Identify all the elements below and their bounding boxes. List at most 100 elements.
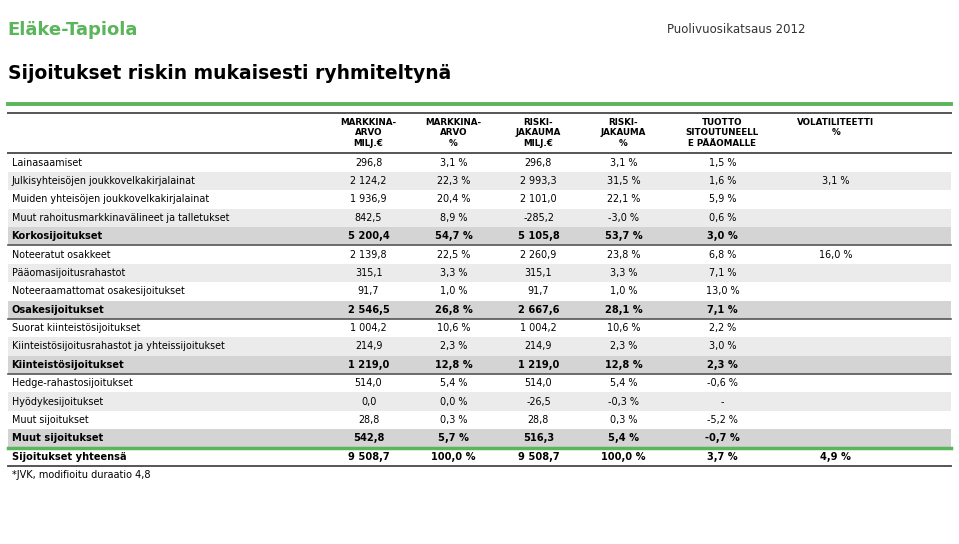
Text: -0,3 %: -0,3 % bbox=[608, 397, 639, 406]
Text: 5,4 %: 5,4 % bbox=[440, 378, 467, 388]
Text: 2,3 %: 2,3 % bbox=[440, 342, 467, 351]
Text: 542,8: 542,8 bbox=[353, 434, 385, 443]
Text: 5,4 %: 5,4 % bbox=[608, 434, 639, 443]
Text: 0,0 %: 0,0 % bbox=[440, 397, 467, 406]
Text: 3,1 %: 3,1 % bbox=[440, 158, 467, 168]
Text: 214,9: 214,9 bbox=[525, 342, 552, 351]
Text: 1 936,9: 1 936,9 bbox=[350, 194, 386, 205]
Text: MILJ.€: MILJ.€ bbox=[524, 139, 553, 149]
Text: 0,3 %: 0,3 % bbox=[610, 415, 637, 425]
Text: 12,8 %: 12,8 % bbox=[434, 360, 473, 370]
Text: 514,0: 514,0 bbox=[355, 378, 383, 388]
Text: 296,8: 296,8 bbox=[525, 158, 552, 168]
Text: Muut sijoitukset: Muut sijoitukset bbox=[12, 415, 88, 425]
Text: *JVK, modifioitu duraatio 4,8: *JVK, modifioitu duraatio 4,8 bbox=[12, 470, 150, 480]
Text: JAKAUMA: JAKAUMA bbox=[600, 128, 646, 138]
Text: 516,3: 516,3 bbox=[523, 434, 554, 443]
Text: -285,2: -285,2 bbox=[523, 213, 554, 222]
Text: 22,3 %: 22,3 % bbox=[437, 176, 470, 186]
Text: JAKAUMA: JAKAUMA bbox=[516, 128, 561, 138]
Text: 296,8: 296,8 bbox=[355, 158, 383, 168]
Text: 2,2 %: 2,2 % bbox=[709, 323, 737, 333]
Text: E PÄÄOMALLE: E PÄÄOMALLE bbox=[689, 139, 757, 149]
Text: 100,0 %: 100,0 % bbox=[432, 452, 476, 462]
Text: ARVO: ARVO bbox=[440, 128, 467, 138]
Text: Suorat kiinteistösijoitukset: Suorat kiinteistösijoitukset bbox=[12, 323, 140, 333]
Text: 5,4 %: 5,4 % bbox=[610, 378, 637, 388]
Text: 26,8 %: 26,8 % bbox=[434, 305, 473, 314]
Text: 9 508,7: 9 508,7 bbox=[348, 452, 389, 462]
Text: Sijoitukset riskin mukaisesti ryhmiteltynä: Sijoitukset riskin mukaisesti ryhmitelty… bbox=[8, 64, 451, 83]
Text: 28,8: 28,8 bbox=[527, 415, 550, 425]
Text: 2,3 %: 2,3 % bbox=[610, 342, 637, 351]
Text: TAPIOLA: TAPIOLA bbox=[830, 26, 901, 41]
Text: TUOTTO: TUOTTO bbox=[702, 118, 743, 127]
Text: 53,7 %: 53,7 % bbox=[604, 231, 643, 241]
Text: %: % bbox=[449, 139, 458, 149]
Text: Muiden yhteisöjen joukkovelkakirjalainat: Muiden yhteisöjen joukkovelkakirjalainat bbox=[12, 194, 209, 205]
Text: 2 667,6: 2 667,6 bbox=[518, 305, 559, 314]
Text: 13,0 %: 13,0 % bbox=[706, 286, 739, 296]
Text: 31,5 %: 31,5 % bbox=[607, 176, 641, 186]
Text: 9 508,7: 9 508,7 bbox=[518, 452, 559, 462]
Text: Hyödykesijoitukset: Hyödykesijoitukset bbox=[12, 397, 103, 406]
Text: -26,5: -26,5 bbox=[526, 397, 550, 406]
Text: 100,0 %: 100,0 % bbox=[601, 452, 645, 462]
Text: VOLATILITEETTI: VOLATILITEETTI bbox=[797, 118, 875, 127]
Text: 54,7 %: 54,7 % bbox=[434, 231, 473, 241]
Text: 22,5 %: 22,5 % bbox=[437, 250, 470, 259]
Text: 3,1 %: 3,1 % bbox=[610, 158, 637, 168]
Text: Sijoitukset yhteensä: Sijoitukset yhteensä bbox=[12, 452, 127, 462]
Text: 1 219,0: 1 219,0 bbox=[348, 360, 389, 370]
Text: 3,0 %: 3,0 % bbox=[707, 231, 737, 241]
Text: 2 260,9: 2 260,9 bbox=[521, 250, 556, 259]
Text: 1 219,0: 1 219,0 bbox=[518, 360, 559, 370]
Text: 10,6 %: 10,6 % bbox=[436, 323, 470, 333]
Text: 5,9 %: 5,9 % bbox=[709, 194, 737, 205]
Text: RISKI-: RISKI- bbox=[609, 118, 639, 127]
Text: 23,8 %: 23,8 % bbox=[607, 250, 641, 259]
Text: 1,0 %: 1,0 % bbox=[440, 286, 467, 296]
Text: %: % bbox=[831, 128, 840, 138]
Text: Muut rahoitusmarkkinavälineet ja talletukset: Muut rahoitusmarkkinavälineet ja talletu… bbox=[12, 213, 229, 222]
Text: Eläke-Tapiola: Eläke-Tapiola bbox=[8, 21, 138, 39]
Text: Puolivuosikatsaus 2012: Puolivuosikatsaus 2012 bbox=[667, 23, 805, 36]
Text: •: • bbox=[874, 11, 881, 24]
Text: 315,1: 315,1 bbox=[355, 268, 383, 278]
Text: 2 124,2: 2 124,2 bbox=[350, 176, 386, 186]
Text: MILJ.€: MILJ.€ bbox=[354, 139, 384, 149]
Text: 5,7 %: 5,7 % bbox=[438, 434, 469, 443]
Text: 2 101,0: 2 101,0 bbox=[520, 194, 557, 205]
Text: 5 200,4: 5 200,4 bbox=[348, 231, 389, 241]
Text: 6,8 %: 6,8 % bbox=[709, 250, 737, 259]
Text: ARVO: ARVO bbox=[355, 128, 383, 138]
Text: 3,7 %: 3,7 % bbox=[707, 452, 737, 462]
Text: 514,0: 514,0 bbox=[525, 378, 552, 388]
Text: 214,9: 214,9 bbox=[355, 342, 383, 351]
Text: MARKKINA-: MARKKINA- bbox=[426, 118, 481, 127]
Text: 2 993,3: 2 993,3 bbox=[520, 176, 557, 186]
Text: 91,7: 91,7 bbox=[527, 286, 550, 296]
Text: 12,8 %: 12,8 % bbox=[604, 360, 643, 370]
Text: 1,5 %: 1,5 % bbox=[709, 158, 737, 168]
Text: 16,0 %: 16,0 % bbox=[819, 250, 853, 259]
Text: 1 004,2: 1 004,2 bbox=[520, 323, 557, 333]
Text: 2 139,8: 2 139,8 bbox=[350, 250, 386, 259]
Text: 3,0 %: 3,0 % bbox=[709, 342, 737, 351]
Text: 1 004,2: 1 004,2 bbox=[350, 323, 386, 333]
Text: Lainasaamiset: Lainasaamiset bbox=[12, 158, 82, 168]
Text: Korkosijoitukset: Korkosijoitukset bbox=[12, 231, 103, 241]
Text: 28,1 %: 28,1 % bbox=[604, 305, 643, 314]
Text: 20,4 %: 20,4 % bbox=[436, 194, 470, 205]
Text: 315,1: 315,1 bbox=[525, 268, 552, 278]
Polygon shape bbox=[801, 50, 930, 68]
Text: Noteeratut osakkeet: Noteeratut osakkeet bbox=[12, 250, 110, 259]
Text: Noteeraamattomat osakesijoitukset: Noteeraamattomat osakesijoitukset bbox=[12, 286, 184, 296]
Text: Kiinteistösijoitukset: Kiinteistösijoitukset bbox=[12, 360, 125, 370]
Text: 4,9 %: 4,9 % bbox=[820, 452, 852, 462]
Text: 0,6 %: 0,6 % bbox=[709, 213, 737, 222]
Text: 3,3 %: 3,3 % bbox=[440, 268, 467, 278]
Text: Kiinteistösijoitusrahastot ja yhteissijoitukset: Kiinteistösijoitusrahastot ja yhteissijo… bbox=[12, 342, 224, 351]
Text: Julkisyhteisöjen joukkovelkakirjalainat: Julkisyhteisöjen joukkovelkakirjalainat bbox=[12, 176, 196, 186]
Text: -3,0 %: -3,0 % bbox=[608, 213, 639, 222]
